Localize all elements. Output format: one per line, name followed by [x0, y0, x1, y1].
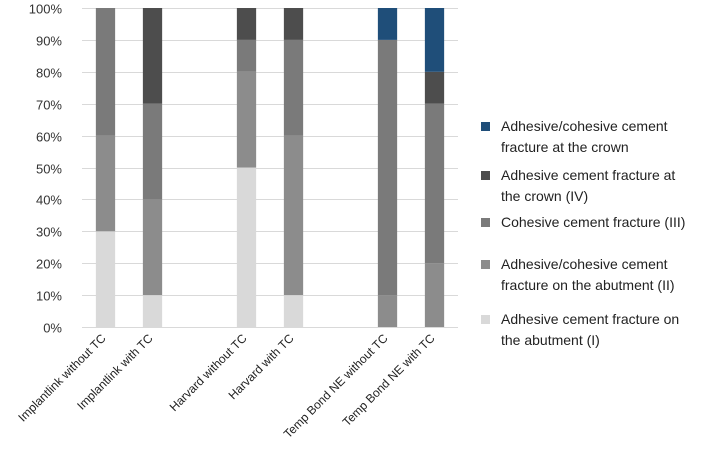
bar-segment: [424, 71, 445, 104]
legend-swatch: [481, 315, 490, 324]
bar-segment: [283, 135, 304, 296]
x-category-label: Harvard without TC: [167, 331, 250, 414]
bar-segment: [95, 231, 116, 327]
bar-segment: [95, 135, 116, 232]
y-tick-label: 80%: [36, 66, 62, 81]
legend-label: Cohesive cement fracture (III): [501, 214, 685, 230]
y-axis-tick-labels: 0% 10% 20% 30% 40% 50% 60% 70% 80% 90% 100%: [29, 2, 63, 336]
y-tick-label: 10%: [36, 289, 62, 304]
y-tick-label: 20%: [36, 257, 62, 272]
legend-label: Adhesive/cohesive cement: [501, 118, 668, 134]
bar-segment: [142, 295, 163, 327]
bar-segment: [424, 263, 445, 327]
legend: Adhesive/cohesive cement fracture at the …: [481, 118, 685, 348]
legend-label: fracture at the crown: [501, 139, 629, 155]
y-tick-label: 90%: [36, 34, 62, 49]
bar-segment: [236, 167, 257, 327]
legend-swatch: [481, 171, 490, 180]
legend-swatch: [481, 260, 490, 269]
bar-segment: [95, 8, 116, 136]
legend-swatch: [481, 218, 490, 227]
y-tick-label: 70%: [36, 98, 62, 113]
bar-segment: [142, 8, 163, 104]
legend-label: Adhesive/cohesive cement: [501, 256, 668, 272]
bar-segment: [377, 39, 398, 296]
y-tick-label: 100%: [29, 2, 63, 17]
y-tick-label: 30%: [36, 225, 62, 240]
y-tick-label: 50%: [36, 162, 62, 177]
x-category-label: Temp Bond NE with TC: [340, 331, 438, 429]
bar-segment: [236, 71, 257, 168]
y-tick-label: 40%: [36, 193, 62, 208]
bar-segment: [424, 103, 445, 264]
bar-segment: [283, 8, 304, 40]
bar-segment: [142, 199, 163, 296]
legend-swatch: [481, 122, 490, 131]
legend-label: Adhesive cement fracture on: [501, 311, 679, 327]
bar-segment: [236, 39, 257, 72]
legend-label: the crown (IV): [501, 188, 588, 204]
y-tick-label: 60%: [36, 130, 62, 145]
x-category-label: Implantlink without TC: [15, 331, 108, 424]
legend-label: fracture on the abutment (II): [501, 277, 675, 293]
bar-segment: [236, 8, 257, 40]
bar-segment: [283, 39, 304, 136]
legend-label: Adhesive cement fracture at: [501, 167, 675, 183]
bar-segment: [142, 103, 163, 200]
y-tick-label: 0%: [43, 321, 62, 336]
bar-segment: [283, 295, 304, 327]
bars: [95, 8, 445, 327]
gridlines: [82, 8, 458, 328]
bar-segment: [424, 8, 445, 72]
bar-segment: [377, 8, 398, 40]
bar-segment: [377, 295, 398, 327]
legend-label: the abutment (I): [501, 332, 600, 348]
